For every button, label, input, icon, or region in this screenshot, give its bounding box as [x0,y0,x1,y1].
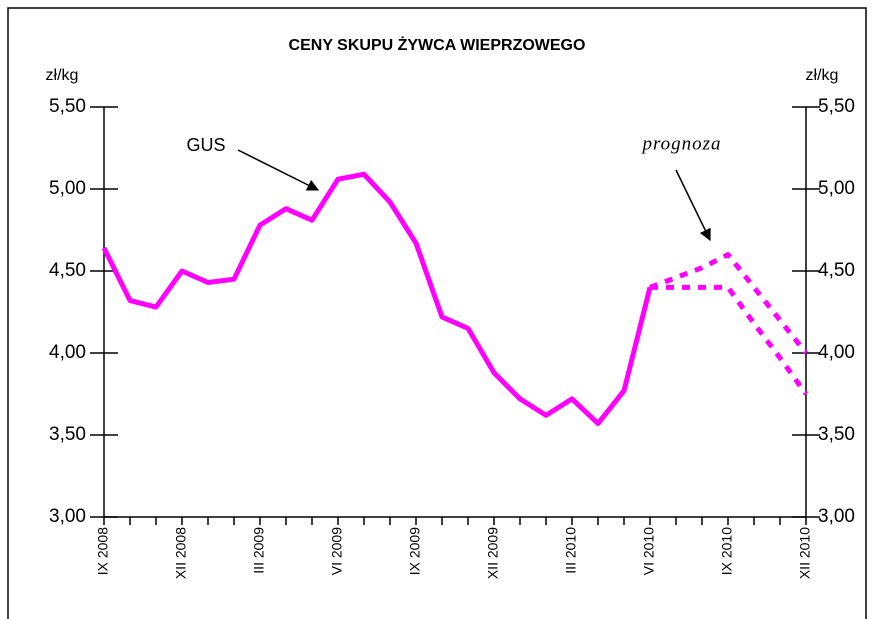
y2-tick-label: 5,50 [818,96,855,117]
x-tick-label: III 2009 [251,527,267,574]
y-tick-label: 5,50 [49,96,86,117]
chart-title: CENY SKUPU ŻYWCA WIEPRZOWEGO [289,36,586,54]
y-tick-label: 4,50 [49,260,86,281]
x-tick-label: VI 2010 [641,527,657,575]
annotation: GUS [186,135,225,155]
x-tick-label: IX 2010 [719,527,735,575]
data-line [649,252,808,355]
y-axis-label: zł/kg [46,67,79,84]
x-tick-label: VI 2009 [329,527,345,575]
x-tick-label: XII 2009 [485,527,501,579]
annotation: prognoza [640,133,721,154]
y-tick-label: 4,00 [49,342,86,363]
y2-tick-label: 3,50 [818,424,855,445]
y2-tick-label: 4,00 [818,342,855,363]
annotation-arrow [675,169,711,242]
y-tick-label: 5,00 [49,178,86,199]
x-tick-label: XII 2008 [173,527,189,579]
x-tick-label: IX 2008 [95,527,111,575]
x-tick-label: IX 2009 [407,527,423,575]
y2-axis-label: zł/kg [806,67,839,84]
x-tick-label: III 2010 [563,527,579,574]
y2-tick-label: 4,50 [818,260,855,281]
x-tick-label: XII 2010 [797,527,813,579]
frame [7,7,867,619]
y2-tick-label: 3,00 [818,506,855,527]
data-line [101,171,653,427]
y-tick-label: 3,00 [49,506,86,527]
data-line [650,284,809,396]
y2-tick-label: 5,00 [818,178,855,199]
annotation-arrow [237,149,320,191]
y-tick-label: 3,50 [49,424,86,445]
